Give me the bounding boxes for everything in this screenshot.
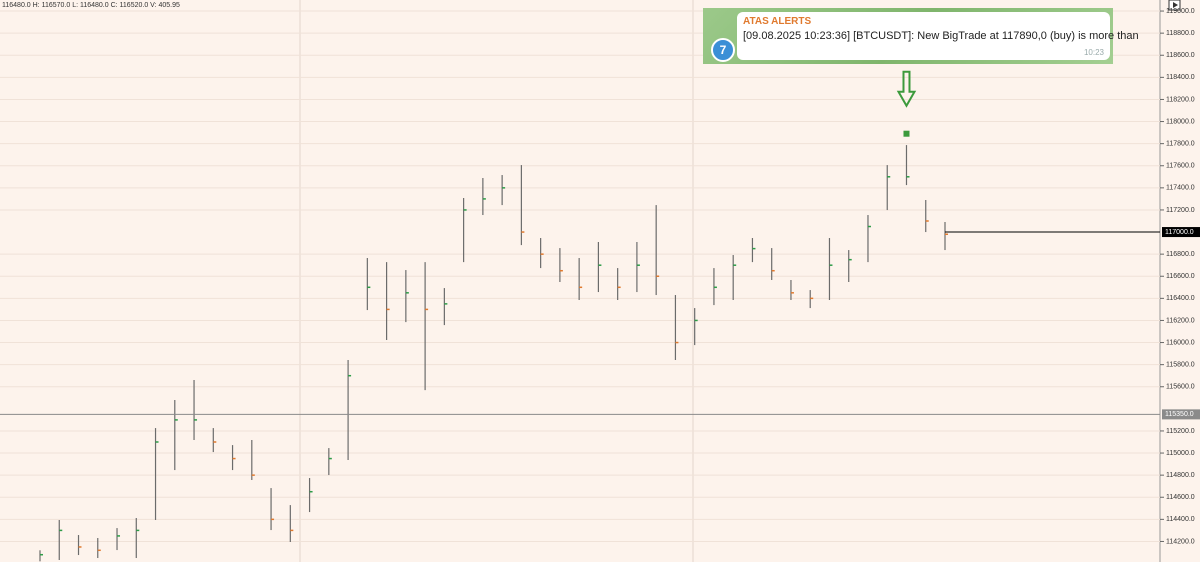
y-tick-label: 116800.0	[1166, 251, 1195, 258]
alert-title: ATAS ALERTS	[743, 16, 812, 27]
y-tick-label: 114400.0	[1166, 516, 1195, 523]
atas-icon: 7	[711, 38, 735, 62]
alert-message: [09.08.2025 10:23:36] [BTCUSDT]: New Big…	[743, 30, 1139, 42]
alert-box: ATAS ALERTS [09.08.2025 10:23:36] [BTCUS…	[737, 12, 1139, 60]
y-tick-label: 116200.0	[1166, 317, 1195, 324]
price-tag-label: 115350.0	[1165, 411, 1194, 418]
ohlc-info: 116480.0 H: 116570.0 L: 116480.0 C: 1165…	[2, 2, 180, 9]
y-tick-label: 118600.0	[1166, 52, 1195, 59]
y-tick-label: 114800.0	[1166, 472, 1195, 479]
price-tag	[1162, 227, 1200, 238]
y-tick-label: 119000.0	[1166, 8, 1195, 15]
y-tick-label: 115800.0	[1166, 361, 1195, 368]
big-trade-marker	[903, 130, 910, 137]
y-tick-label: 114200.0	[1166, 538, 1195, 545]
y-tick-label: 117200.0	[1166, 207, 1195, 214]
y-tick-label: 114600.0	[1166, 494, 1195, 501]
price-tag-label: 117000.0	[1165, 229, 1194, 236]
y-tick-label: 116400.0	[1166, 295, 1195, 302]
alert-arrow	[896, 70, 917, 108]
y-tick-label: 116600.0	[1166, 273, 1195, 280]
y-tick-label: 117800.0	[1166, 140, 1195, 147]
y-tick-label: 118400.0	[1166, 74, 1195, 81]
y-tick-label: 115000.0	[1166, 450, 1195, 457]
menu-icon	[1173, 2, 1178, 8]
price-tag	[1162, 409, 1200, 420]
y-tick-label: 116000.0	[1166, 339, 1195, 346]
y-tick-label: 115600.0	[1166, 384, 1195, 391]
alert-time: 10:23	[1083, 48, 1104, 57]
y-tick-label: 117400.0	[1166, 185, 1195, 192]
y-tick-label: 118000.0	[1166, 118, 1195, 125]
y-tick-label: 118200.0	[1166, 96, 1195, 103]
y-tick-label: 118800.0	[1166, 30, 1195, 37]
y-tick-label: 115200.0	[1166, 428, 1195, 435]
y-tick-label: 117600.0	[1166, 163, 1195, 170]
alert-popup[interactable]: 7 ATAS ALERTS [09.08.2025 10:23:36] [BTC…	[703, 8, 1139, 64]
